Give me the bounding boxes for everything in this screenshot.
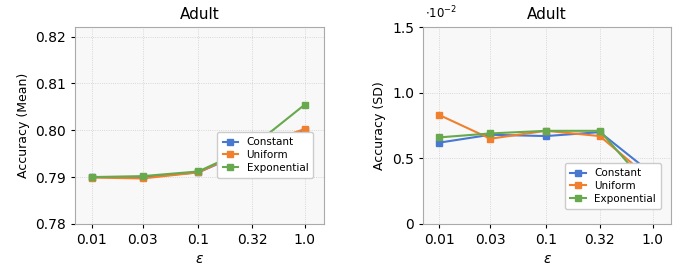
Text: $\cdot10^{-2}$: $\cdot10^{-2}$ xyxy=(425,5,458,21)
Y-axis label: Accuracy (SD): Accuracy (SD) xyxy=(373,81,386,170)
Constant xyxy=(436,141,444,144)
Constant xyxy=(596,130,604,134)
Exponential xyxy=(596,129,604,132)
Exponential xyxy=(542,129,550,132)
Constant xyxy=(486,133,495,136)
Constant xyxy=(195,171,203,174)
Title: Adult: Adult xyxy=(179,7,219,22)
Exponential xyxy=(436,136,444,139)
Exponential xyxy=(195,170,203,173)
Uniform xyxy=(486,137,495,140)
Uniform xyxy=(301,127,309,130)
Title: Adult: Adult xyxy=(527,7,567,22)
Exponential xyxy=(138,174,147,178)
Line: Exponential: Exponential xyxy=(89,102,308,180)
Constant xyxy=(138,176,147,179)
Exponential xyxy=(301,103,309,106)
Legend: Constant, Uniform, Exponential: Constant, Uniform, Exponential xyxy=(565,163,661,209)
Uniform xyxy=(88,176,96,179)
Uniform xyxy=(195,171,203,174)
Exponential xyxy=(649,189,657,193)
Uniform xyxy=(596,134,604,138)
Constant xyxy=(88,176,96,179)
Uniform xyxy=(248,146,256,149)
Constant xyxy=(649,173,657,176)
Uniform xyxy=(542,129,550,132)
X-axis label: $\varepsilon$: $\varepsilon$ xyxy=(543,253,551,266)
Uniform xyxy=(436,114,444,117)
X-axis label: $\varepsilon$: $\varepsilon$ xyxy=(195,253,204,266)
Exponential xyxy=(248,145,256,148)
Line: Constant: Constant xyxy=(437,129,656,177)
Legend: Constant, Uniform, Exponential: Constant, Uniform, Exponential xyxy=(217,132,314,178)
Y-axis label: Accuracy (Mean): Accuracy (Mean) xyxy=(17,73,30,178)
Line: Exponential: Exponential xyxy=(437,128,656,194)
Line: Uniform: Uniform xyxy=(437,112,656,183)
Constant xyxy=(542,134,550,138)
Constant xyxy=(248,147,256,151)
Constant xyxy=(301,129,309,132)
Uniform xyxy=(649,179,657,182)
Exponential xyxy=(486,132,495,135)
Line: Constant: Constant xyxy=(89,127,308,180)
Line: Uniform: Uniform xyxy=(89,126,308,181)
Exponential xyxy=(88,176,96,179)
Uniform xyxy=(138,177,147,180)
